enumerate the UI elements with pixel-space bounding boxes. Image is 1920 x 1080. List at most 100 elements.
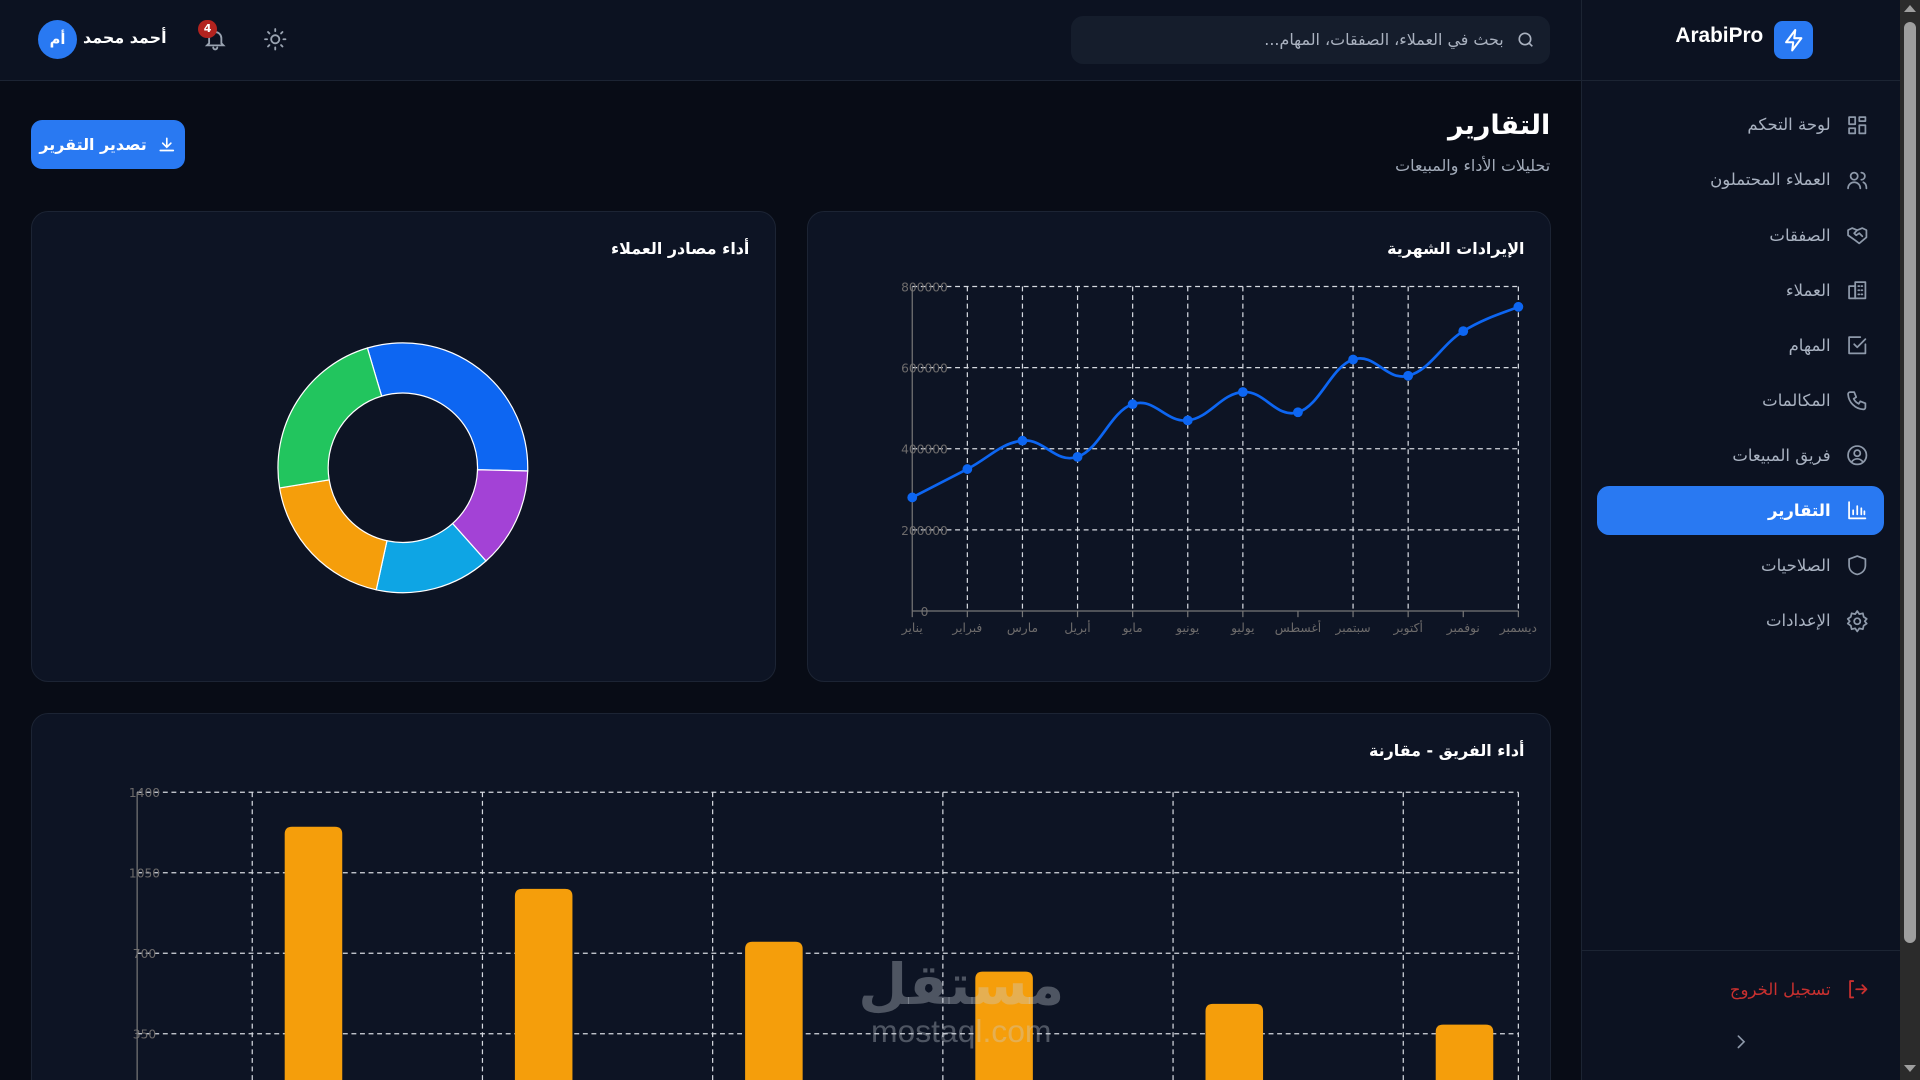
team-bar: [745, 941, 803, 1080]
revenue-point: [1513, 301, 1524, 312]
app-name: ArabiPro: [1675, 24, 1764, 48]
sidebar-item-label: لوحة التحكم: [1747, 115, 1831, 135]
export-report-button[interactable]: تصدير التقرير: [30, 120, 185, 169]
donut-slice: [366, 342, 529, 472]
scrollbar-thumb[interactable]: [1904, 22, 1917, 943]
revenue-point: [1127, 399, 1138, 410]
sidebar-item-1[interactable]: العملاء المحتملون: [1597, 156, 1885, 205]
revenue-point: [1182, 415, 1193, 426]
sidebar-item-label: فريق المبيعات: [1732, 446, 1831, 465]
sidebar-item-label: الصلاحيات: [1761, 556, 1831, 576]
sidebar-item-label: المهام: [1788, 335, 1831, 355]
gear-icon: [1847, 609, 1868, 632]
user-circle-icon: [1847, 445, 1868, 466]
line-xtick-label: مارس: [1007, 621, 1038, 636]
sidebar-item-8[interactable]: الصلاحيات: [1597, 541, 1885, 590]
search-box[interactable]: [1071, 15, 1551, 64]
line-ytick-label: 800000: [901, 280, 948, 294]
team-performance-title: أداء الفريق - مقارنة: [1368, 740, 1525, 760]
revenue-point: [1293, 407, 1303, 418]
bar-ytick-label: 1050: [129, 867, 160, 881]
sidebar-item-7[interactable]: التقارير: [1596, 486, 1885, 536]
line-ytick-label: 200000: [901, 524, 948, 538]
sidebar-item-label: الإعدادات: [1766, 611, 1831, 631]
sidebar-item-4[interactable]: المهام: [1597, 321, 1885, 370]
bar-ytick-label: 700: [133, 947, 156, 961]
revenue-point: [1348, 354, 1358, 365]
checkbox-icon: [1848, 336, 1867, 355]
donut-slice: [277, 347, 383, 489]
line-xtick-label: يناير: [901, 621, 923, 636]
search-icon: [1518, 32, 1533, 47]
line-xtick-label: أكتوبر: [1392, 620, 1422, 636]
bar-ytick-label: 350: [133, 1028, 156, 1042]
page-subtitle: تحليلات الأداء والمبيعات: [1395, 155, 1551, 175]
line-xtick-label: سبتمبر: [1334, 621, 1370, 636]
monthly-revenue-title: الإيرادات الشهرية: [1387, 238, 1525, 258]
team-bar: [1435, 1024, 1494, 1080]
revenue-point: [1072, 451, 1083, 462]
line-ytick-label: 600000: [901, 362, 948, 376]
sidebar-item-label: المكالمات: [1762, 390, 1831, 410]
revenue-point: [907, 492, 918, 503]
sidebar: [1580, 0, 1902, 1080]
sidebar-divider: [1580, 950, 1901, 952]
export-label: تصدير التقرير: [39, 134, 147, 154]
theme-toggle-sun-icon[interactable]: [263, 27, 287, 51]
line-ytick-label: 400000: [901, 443, 948, 457]
scroll-up-arrow[interactable]: [1904, 5, 1917, 12]
revenue-point: [1458, 326, 1469, 337]
logout-icon: [1849, 980, 1868, 999]
logo: [1774, 20, 1814, 59]
sidebar-item-3[interactable]: العملاء: [1597, 266, 1885, 315]
page-title: التقارير: [1448, 110, 1551, 142]
sidebar-item-6[interactable]: فريق المبيعات: [1597, 431, 1885, 480]
sidebar-item-label: العملاء: [1785, 280, 1831, 300]
handshake-icon: [1847, 227, 1868, 245]
sidebar-item-2[interactable]: الصفقات: [1597, 211, 1885, 260]
download-icon: [158, 137, 174, 152]
sidebar-item-9[interactable]: الإعدادات: [1597, 596, 1885, 645]
dashboard-grid-icon: [1848, 115, 1867, 134]
notification-badge: 4: [198, 19, 217, 38]
team-bar: [975, 971, 1033, 1080]
sidebar-divider: [1580, 79, 1901, 81]
line-xtick-label: يوليو: [1230, 621, 1254, 636]
bar-chart-icon: [1848, 501, 1867, 520]
line-xtick-label: أغسطس: [1275, 620, 1321, 636]
donut-slice: [278, 479, 388, 591]
revenue-line: [911, 305, 1519, 499]
scroll-down-arrow[interactable]: [1904, 1065, 1917, 1072]
logout-label: تسجيل الخروج: [1729, 979, 1831, 999]
building-icon: [1848, 281, 1867, 300]
phone-icon: [1847, 391, 1867, 411]
line-ytick-label: 0: [921, 605, 929, 619]
user-name[interactable]: أحمد محمد: [83, 28, 167, 48]
users-icon: [1847, 171, 1868, 190]
line-xtick-label: ديسمبر: [1499, 621, 1537, 636]
watermark-logo: مستقل mostaql.com: [858, 953, 1065, 1050]
team-bar: [1205, 1003, 1264, 1080]
shield-icon: [1848, 555, 1867, 576]
lead-sources-title: أداء مصادر العملاء: [611, 238, 750, 258]
revenue-point: [962, 464, 973, 474]
avatar[interactable]: أم: [37, 19, 78, 59]
collapse-chevron-icon[interactable]: [1731, 1032, 1751, 1052]
sidebar-item-5[interactable]: المكالمات: [1597, 376, 1885, 425]
revenue-point: [1403, 370, 1414, 381]
team-bar: [514, 888, 573, 1080]
line-xtick-label: أبريل: [1064, 620, 1090, 636]
lead-sources-card: [30, 210, 777, 683]
search-input[interactable]: [1084, 29, 1507, 51]
sidebar-item-0[interactable]: لوحة التحكم: [1597, 100, 1885, 149]
bar-ytick-label: 1400: [129, 786, 160, 800]
lightning-icon: [1784, 28, 1803, 52]
team-bar: [284, 826, 343, 1080]
sidebar-item-label: التقارير: [1767, 501, 1831, 521]
logout-button[interactable]: تسجيل الخروج: [1597, 970, 1885, 1009]
line-xtick-label: مايو: [1122, 621, 1143, 636]
monthly-revenue-card: [806, 210, 1552, 683]
line-xtick-label: نوفمبر: [1446, 621, 1480, 636]
